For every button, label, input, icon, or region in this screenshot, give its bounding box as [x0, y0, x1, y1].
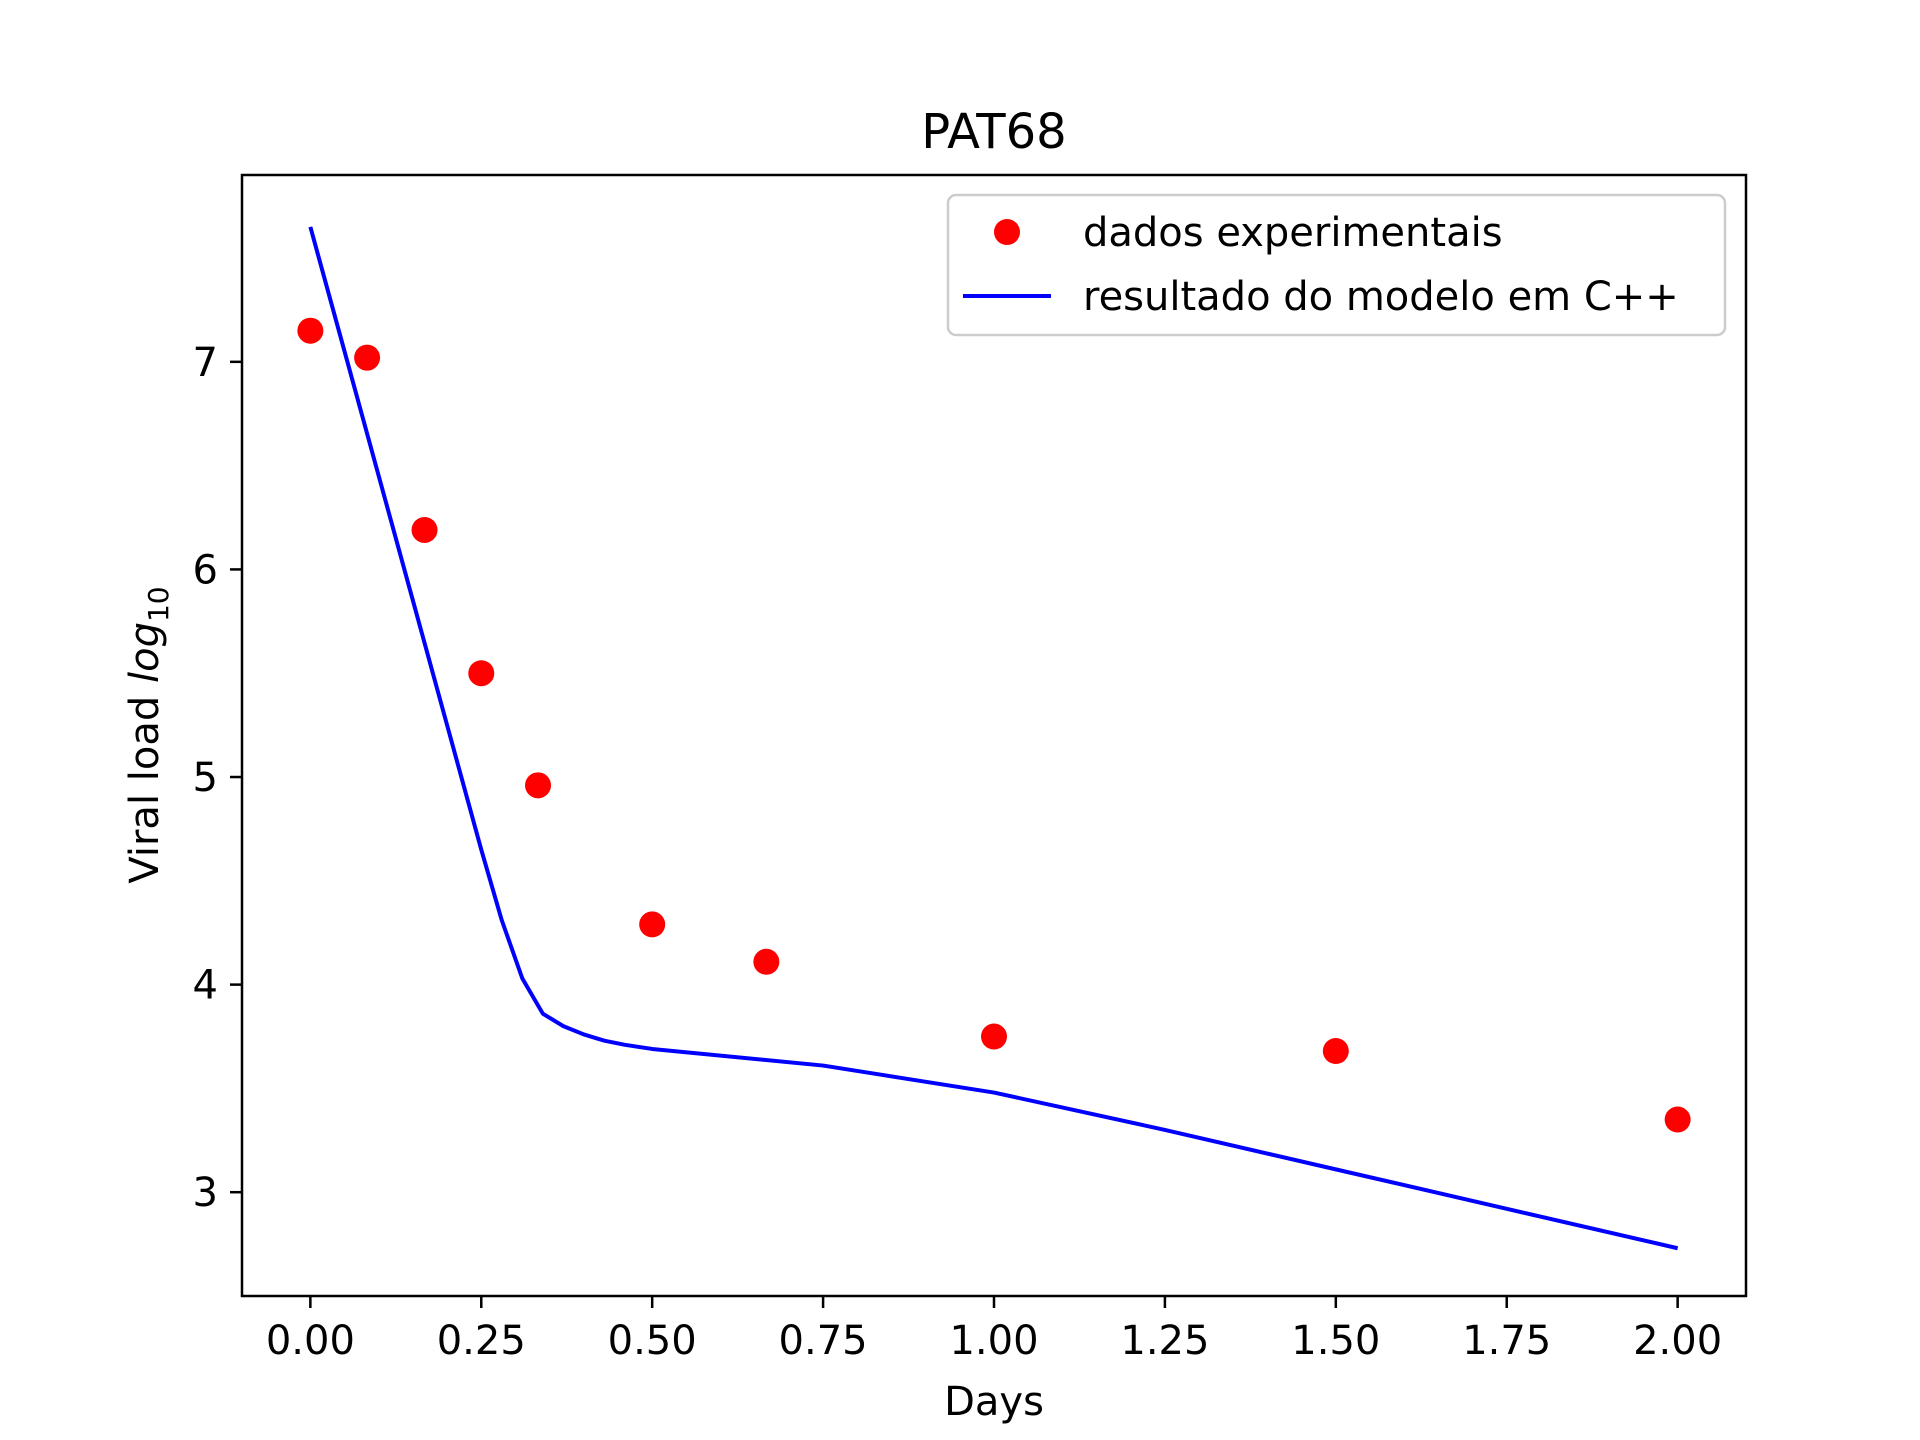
x-tick-label: 1.75: [1462, 1318, 1551, 1364]
data-point: [981, 1023, 1007, 1050]
plot-area: [240, 173, 1748, 1298]
x-axis-title: Days: [944, 1379, 1044, 1425]
line-layer: [308, 226, 1679, 1251]
y-tick-label: 6: [193, 547, 218, 593]
data-point: [1322, 1038, 1349, 1065]
x-tick-label: 0.00: [266, 1318, 355, 1364]
data-point: [468, 660, 495, 687]
x-tick-label: 2.00: [1633, 1318, 1722, 1364]
y-axis-title: Viral load log10: [122, 586, 175, 883]
data-point: [297, 317, 324, 344]
data-point: [525, 772, 552, 799]
y-tick-label: 7: [193, 340, 218, 386]
y-tick-label: 4: [193, 963, 218, 1009]
data-point: [1664, 1106, 1691, 1133]
legend-marker-dados-experimentais: [994, 219, 1020, 245]
x-tick-label: 1.00: [949, 1318, 1038, 1364]
axes-frame: [240, 173, 1748, 1298]
y-axis-title-prefix: Viral load: [122, 683, 168, 884]
x-tick-label: 0.75: [779, 1318, 868, 1364]
model-line: [308, 226, 1679, 1251]
y-tick-label: 3: [193, 1170, 218, 1216]
y-axis: 3 4 5 6 7: [193, 340, 242, 1216]
data-point: [411, 516, 438, 543]
x-tick-label: 1.50: [1291, 1318, 1380, 1364]
legend-label-resultado-modelo: resultado do modelo em C++: [1083, 274, 1679, 320]
y-axis-title-log: log: [122, 622, 168, 683]
chart-title: PAT68: [921, 104, 1066, 160]
data-point: [639, 911, 666, 938]
y-axis-title-subscript: 10: [142, 586, 175, 622]
x-tick-label: 0.25: [437, 1318, 526, 1364]
legend-label-dados-experimentais: dados experimentais: [1083, 210, 1503, 256]
legend-box: [946, 193, 1727, 337]
x-axis: 0.00 0.25 0.50 0.75 1.00 1.25 1.50 1.75 2.00: [266, 1296, 1722, 1364]
y-tick-label: 5: [193, 755, 218, 801]
x-tick-label: 0.50: [608, 1318, 697, 1364]
data-point: [354, 344, 381, 371]
x-tick-label: 1.25: [1120, 1318, 1209, 1364]
point-layer: [297, 317, 1691, 1133]
data-point: [753, 948, 780, 975]
legend: dados experimentais resultado do modelo …: [946, 193, 1727, 337]
